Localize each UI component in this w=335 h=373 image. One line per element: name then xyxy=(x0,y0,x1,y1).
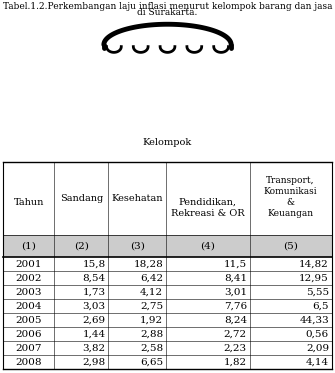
Text: (3): (3) xyxy=(130,242,145,251)
Text: 14,82: 14,82 xyxy=(299,260,329,269)
Text: 3,82: 3,82 xyxy=(83,344,106,353)
Bar xyxy=(3,235,332,257)
Text: 2007: 2007 xyxy=(15,344,42,353)
Text: 1,82: 1,82 xyxy=(224,358,247,367)
Text: 44,33: 44,33 xyxy=(299,316,329,325)
Text: 5,55: 5,55 xyxy=(306,288,329,297)
Text: 2,09: 2,09 xyxy=(306,344,329,353)
Text: 2004: 2004 xyxy=(15,302,42,311)
Text: 8,41: 8,41 xyxy=(224,274,247,283)
Text: 3,01: 3,01 xyxy=(224,288,247,297)
Text: 11,5: 11,5 xyxy=(224,260,247,269)
Text: 6,65: 6,65 xyxy=(140,358,163,367)
Text: 2,72: 2,72 xyxy=(224,330,247,339)
Text: 2,58: 2,58 xyxy=(140,344,163,353)
Text: 2006: 2006 xyxy=(15,330,42,339)
Text: 6,5: 6,5 xyxy=(313,302,329,311)
Text: di Surakarta.: di Surakarta. xyxy=(137,8,198,17)
Text: (4): (4) xyxy=(200,242,215,251)
Text: Kelompok: Kelompok xyxy=(143,138,192,147)
Text: 2001: 2001 xyxy=(15,260,42,269)
Text: 8,24: 8,24 xyxy=(224,316,247,325)
Text: 15,8: 15,8 xyxy=(83,260,106,269)
Text: (5): (5) xyxy=(283,242,298,251)
Text: 3,03: 3,03 xyxy=(83,302,106,311)
Text: 1,44: 1,44 xyxy=(83,330,106,339)
Text: Pendidikan,
Rekreasi & OR: Pendidikan, Rekreasi & OR xyxy=(171,198,245,218)
Text: 2,69: 2,69 xyxy=(83,316,106,325)
Text: 7,76: 7,76 xyxy=(224,302,247,311)
Text: 6,42: 6,42 xyxy=(140,274,163,283)
Text: 2005: 2005 xyxy=(15,316,42,325)
Text: 1,92: 1,92 xyxy=(140,316,163,325)
Text: 4,12: 4,12 xyxy=(140,288,163,297)
Text: (2): (2) xyxy=(74,242,89,251)
Text: 2,75: 2,75 xyxy=(140,302,163,311)
Text: 4,14: 4,14 xyxy=(306,358,329,367)
Text: Tahun: Tahun xyxy=(14,198,44,207)
Text: 2008: 2008 xyxy=(15,358,42,367)
Text: (1): (1) xyxy=(21,242,36,251)
Text: 18,28: 18,28 xyxy=(133,260,163,269)
Text: 1,73: 1,73 xyxy=(83,288,106,297)
Text: 2,98: 2,98 xyxy=(83,358,106,367)
Text: Kesehatan: Kesehatan xyxy=(111,194,163,203)
Text: 2002: 2002 xyxy=(15,274,42,283)
Text: 12,95: 12,95 xyxy=(299,274,329,283)
Text: 2,23: 2,23 xyxy=(224,344,247,353)
Text: Transport,
Komunikasi
&
Keuangan: Transport, Komunikasi & Keuangan xyxy=(264,176,318,218)
Text: Tabel.1.2.Perkembangan laju inflasi menurut kelompok barang dan jasa: Tabel.1.2.Perkembangan laju inflasi menu… xyxy=(3,2,332,11)
Text: Sandang: Sandang xyxy=(60,194,103,203)
Text: 0,56: 0,56 xyxy=(306,330,329,339)
Text: 8,54: 8,54 xyxy=(83,274,106,283)
Text: 2,88: 2,88 xyxy=(140,330,163,339)
Text: 2003: 2003 xyxy=(15,288,42,297)
